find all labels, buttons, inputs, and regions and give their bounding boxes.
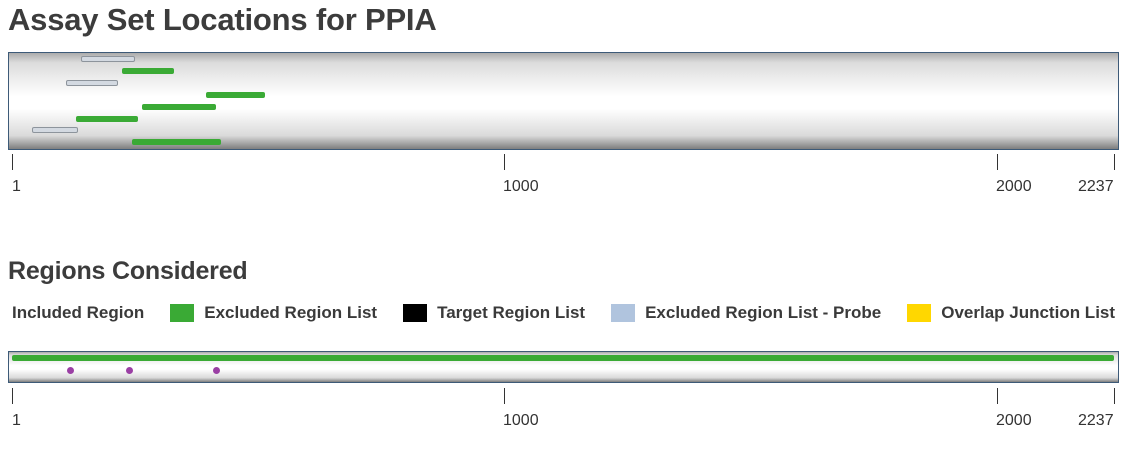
included-region-bar [12, 355, 1114, 361]
axis-tick [504, 388, 505, 404]
legend-swatch [611, 304, 636, 322]
page-title: Assay Set Locations for PPIA [8, 2, 437, 37]
legend-label: Overlap Junction List [941, 303, 1116, 322]
axis-tick-label: 1000 [503, 178, 539, 195]
axis-tick-label: 2237 [1078, 178, 1114, 195]
axis-tick-label: 1 [12, 412, 21, 429]
axis-tick [12, 154, 13, 170]
legend-label: Excluded Region List [204, 303, 378, 322]
overlap-junction-dot [213, 367, 220, 374]
legend-item-overlap-junction-list: Overlap Junction List [941, 303, 1138, 323]
axis-tick-label: 1000 [503, 412, 539, 429]
axis-tick [504, 154, 505, 170]
assay-bar [66, 80, 118, 86]
legend-item-included-region: Included Region [12, 303, 204, 323]
assay-bar [206, 92, 265, 98]
assay-bar [32, 127, 78, 133]
overlap-junction-dot [126, 367, 133, 374]
assay-bar [122, 68, 174, 74]
axis-tick [997, 388, 998, 404]
overlap-junction-dot [67, 367, 74, 374]
assay-set-track [8, 52, 1119, 150]
legend-item-excluded-region-list: Excluded Region List [204, 303, 437, 323]
legend-item-target-region-list: Target Region List [437, 303, 645, 323]
regions-axis: 1 1000 2000 2237 [0, 388, 1138, 429]
axis-tick-label: 2000 [996, 412, 1032, 429]
legend-label: Included Region [12, 303, 145, 322]
axis-tick-label: 1 [12, 178, 21, 195]
legend-swatch [170, 304, 195, 322]
axis-tick-label: 2000 [996, 178, 1032, 195]
axis-tick [1114, 154, 1115, 170]
regions-title: Regions Considered [8, 257, 248, 285]
regions-track [8, 351, 1119, 383]
assay-set-axis: 1 1000 2000 2237 [0, 154, 1138, 195]
legend-item-excluded-region-list-probe: Excluded Region List - Probe [645, 303, 941, 323]
legend-swatch [907, 304, 932, 322]
legend-label: Target Region List [437, 303, 586, 322]
assay-bar [142, 104, 216, 110]
axis-tick [997, 154, 998, 170]
axis-tick [12, 388, 13, 404]
assay-bar [76, 116, 138, 122]
legend-swatch [403, 304, 428, 322]
assay-bar [81, 56, 135, 62]
legend-label: Excluded Region List - Probe [645, 303, 882, 322]
assay-bar [132, 139, 221, 145]
axis-tick-label: 2237 [1078, 412, 1114, 429]
axis-tick [1114, 388, 1115, 404]
regions-legend: Included Region Excluded Region List Tar… [12, 302, 1138, 324]
